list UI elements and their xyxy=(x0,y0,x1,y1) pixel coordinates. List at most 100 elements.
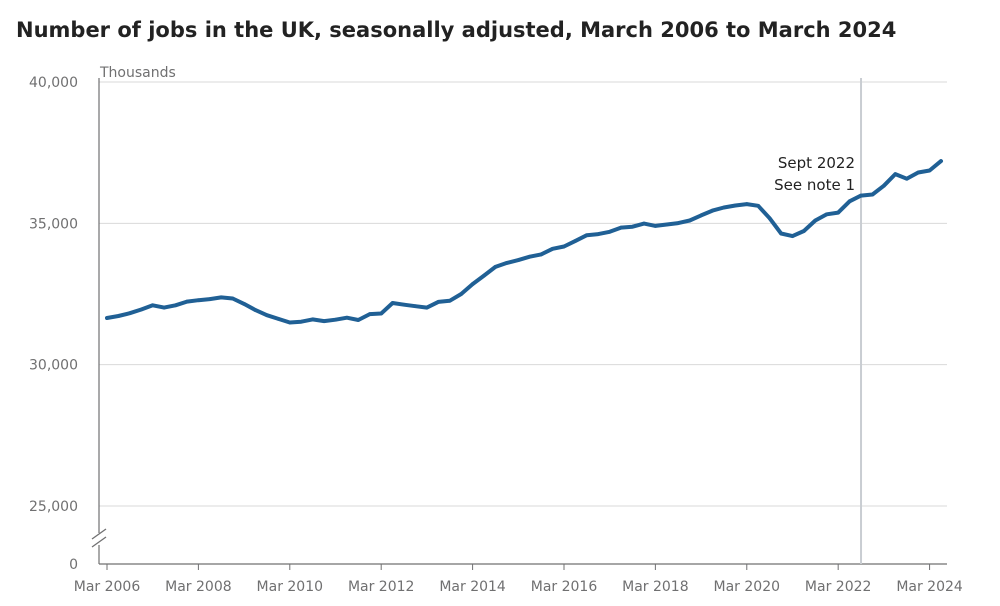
data-point xyxy=(665,222,669,227)
data-point xyxy=(139,307,144,312)
data-point xyxy=(505,261,509,265)
data-point xyxy=(825,212,829,217)
x-tick-label: Mar 2014 xyxy=(439,579,506,595)
y-axis-unit-label: Thousands xyxy=(99,65,176,81)
data-point xyxy=(196,298,201,303)
data-point xyxy=(413,304,418,309)
data-point xyxy=(676,221,680,225)
data-point xyxy=(859,193,863,198)
data-point xyxy=(687,218,692,223)
data-point xyxy=(836,210,840,215)
data-point xyxy=(939,159,943,163)
data-point xyxy=(562,244,566,249)
data-point xyxy=(916,170,920,175)
y-tick-label: 25,000 xyxy=(29,499,78,515)
data-point xyxy=(470,282,475,286)
data-point xyxy=(699,213,703,218)
data-point xyxy=(390,301,395,305)
data-point xyxy=(482,273,486,278)
data-point xyxy=(322,319,326,323)
data-point xyxy=(722,205,726,210)
y-tick-label: 35,000 xyxy=(29,216,78,232)
chart-title: Number of jobs in the UK, seasonally adj… xyxy=(16,18,897,42)
data-point xyxy=(802,229,806,233)
data-point xyxy=(870,192,875,197)
data-point xyxy=(333,317,338,322)
x-tick-label: Mar 2018 xyxy=(622,579,689,595)
series-line-jobs xyxy=(105,159,943,325)
data-point xyxy=(242,302,246,306)
data-point xyxy=(128,311,132,316)
data-point xyxy=(813,218,818,223)
data-point xyxy=(150,303,155,308)
data-point xyxy=(527,254,532,259)
data-point xyxy=(893,172,898,176)
series xyxy=(105,159,943,325)
x-tick-label: Mar 2020 xyxy=(714,579,781,595)
data-point xyxy=(219,295,223,300)
gridlines xyxy=(99,81,947,565)
axis-break-mark xyxy=(91,536,107,548)
data-point xyxy=(550,247,555,251)
data-point xyxy=(173,303,178,308)
data-point xyxy=(447,299,452,303)
data-point xyxy=(516,258,521,262)
data-point xyxy=(710,208,715,213)
data-point xyxy=(299,319,304,324)
data-point xyxy=(539,252,543,257)
data-point xyxy=(265,313,269,318)
data-point xyxy=(767,216,772,220)
x-tick-label: Mar 2016 xyxy=(531,579,598,595)
data-point xyxy=(607,230,612,234)
data-point xyxy=(425,305,429,310)
data-point xyxy=(116,314,121,318)
data-point xyxy=(310,317,315,322)
annotation-text-line2: See note 1 xyxy=(774,176,855,194)
data-point xyxy=(459,292,464,296)
y-tick-label: 0 xyxy=(69,557,78,573)
data-point xyxy=(619,225,623,230)
data-point xyxy=(253,308,258,312)
annotation-text-line1: Sept 2022 xyxy=(778,154,855,172)
data-point xyxy=(105,316,109,320)
data-point xyxy=(653,224,658,228)
data-point xyxy=(276,317,281,321)
data-point xyxy=(630,224,635,229)
data-point xyxy=(779,231,783,236)
annotation: Sept 2022 See note 1 xyxy=(774,78,863,564)
data-point xyxy=(596,232,601,236)
data-point xyxy=(585,233,589,237)
x-tick-label: Mar 2024 xyxy=(896,579,963,595)
x-tick-label: Mar 2012 xyxy=(348,579,415,595)
data-point xyxy=(379,311,384,316)
data-point xyxy=(208,297,212,301)
data-point xyxy=(904,176,909,181)
data-point xyxy=(927,168,932,173)
data-point xyxy=(345,315,349,320)
data-point xyxy=(573,239,578,243)
data-point xyxy=(230,296,235,301)
data-point xyxy=(745,202,749,206)
data-point xyxy=(493,265,498,269)
x-tick-label: Mar 2008 xyxy=(165,579,232,595)
data-point xyxy=(790,234,795,238)
data-point xyxy=(847,199,852,204)
data-point xyxy=(402,302,406,307)
data-point xyxy=(356,318,361,322)
data-point xyxy=(436,300,441,304)
data-point xyxy=(162,305,166,310)
y-tick-label: 40,000 xyxy=(29,75,78,91)
data-point xyxy=(756,204,760,208)
x-tick-label: Mar 2010 xyxy=(257,579,324,595)
axes: 0 25,000 30,000 35,000 40,000 Mar 2006 Mar 200… xyxy=(29,75,963,595)
data-point xyxy=(368,312,372,316)
y-tick-label: 30,000 xyxy=(29,358,78,374)
data-point xyxy=(733,203,738,208)
data-point xyxy=(185,299,189,304)
axis-break-mark xyxy=(91,528,107,540)
data-point xyxy=(642,221,646,226)
x-tick-label: Mar 2022 xyxy=(805,579,872,595)
data-point xyxy=(882,183,886,188)
x-tick-label: Mar 2006 xyxy=(74,579,141,595)
